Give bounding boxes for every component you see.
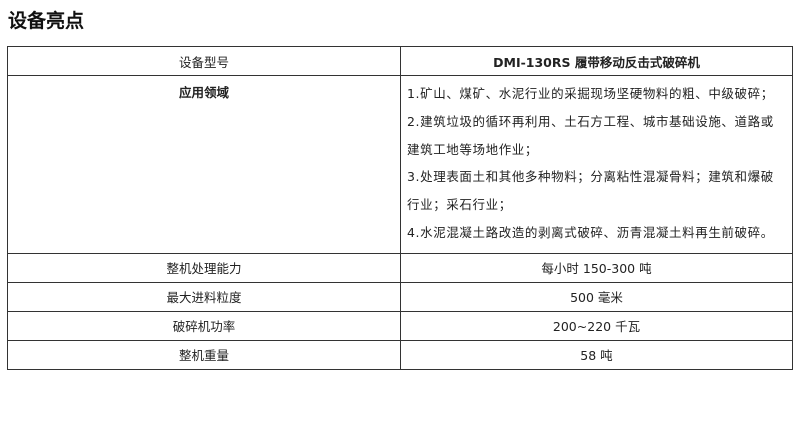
application-item: 3.处理表面土和其他多种物料；分离粘性混凝骨料；建筑和爆破行业；采石行业；: [407, 169, 774, 213]
model-label: 设备型号: [7, 46, 401, 76]
table-row: 破碎机功率 200~220 千瓦: [7, 310, 793, 341]
row-label: 整机重量: [7, 339, 401, 370]
row-value: 58 吨: [400, 339, 793, 370]
table-row: 设备型号 DMI-130RS 履带移动反击式破碎机: [7, 46, 793, 76]
row-value: 500 毫米: [400, 281, 793, 312]
application-value: 1.矿山、煤矿、水泥行业的采掘现场坚硬物料的粗、中级破碎； 2.建筑垃圾的循环再…: [400, 75, 793, 254]
row-label: 破碎机功率: [7, 310, 401, 341]
row-label: 最大进料粒度: [7, 281, 401, 312]
table-row: 整机重量 58 吨: [7, 339, 793, 370]
application-label: 应用领域: [7, 75, 401, 254]
table-row: 应用领域 1.矿山、煤矿、水泥行业的采掘现场坚硬物料的粗、中级破碎； 2.建筑垃…: [7, 75, 793, 254]
row-label: 整机处理能力: [7, 252, 401, 283]
table-row: 整机处理能力 每小时 150-300 吨: [7, 252, 793, 283]
application-item: 1.矿山、煤矿、水泥行业的采掘现场坚硬物料的粗、中级破碎；: [407, 86, 774, 101]
row-value: 200~220 千瓦: [400, 310, 793, 341]
page-title: 设备亮点: [8, 10, 85, 32]
application-item: 4.水泥混凝土路改造的剥离式破碎、沥青混凝土料再生前破碎。: [407, 224, 774, 240]
application-item: 2.建筑垃圾的循环再利用、土石方工程、城市基础设施、道路或建筑工地等场地作业；: [407, 113, 774, 157]
table-row: 最大进料粒度 500 毫米: [7, 281, 793, 312]
spec-table: 设备型号 DMI-130RS 履带移动反击式破碎机 应用领域 1.矿山、煤矿、水…: [7, 46, 793, 370]
row-value: 每小时 150-300 吨: [400, 252, 793, 283]
model-value: DMI-130RS 履带移动反击式破碎机: [400, 46, 793, 76]
